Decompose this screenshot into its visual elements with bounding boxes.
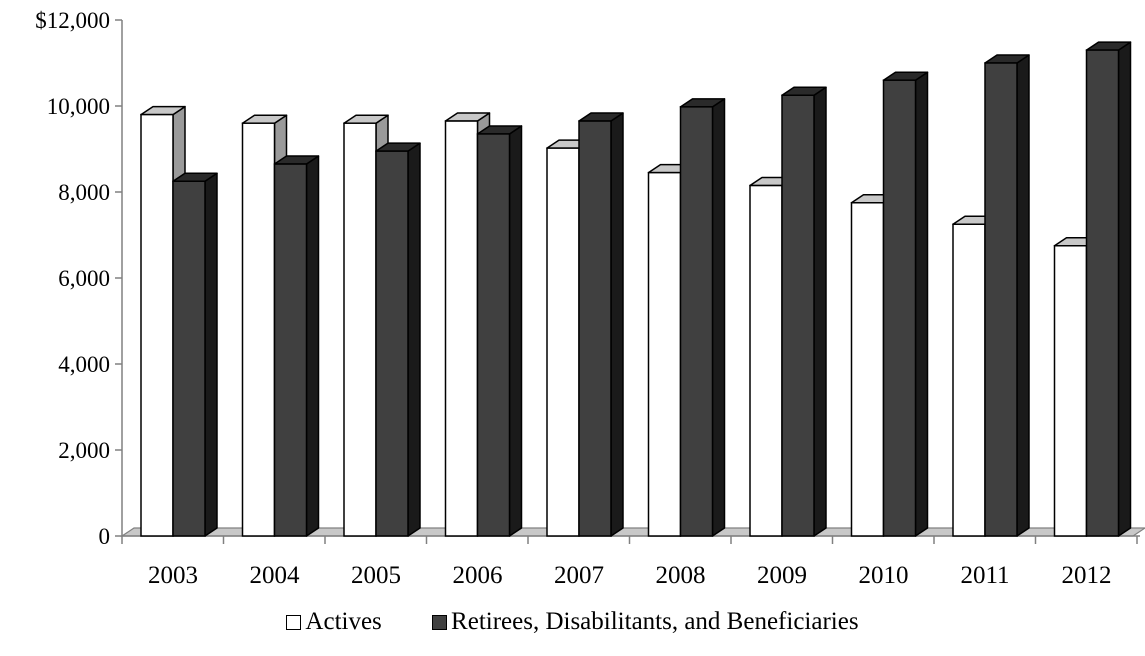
x-tick-label: 2011 (960, 562, 1009, 589)
bar-retirees (375, 142, 421, 537)
x-tick-label: 2008 (656, 562, 706, 589)
legend-label-actives: Actives (305, 608, 382, 635)
y-tick-labels: $12,000 10,000 8,000 6,000 4,000 2,000 0 (35, 8, 110, 549)
bar-retirees (1085, 41, 1132, 537)
x-tick-label: 2004 (250, 562, 301, 589)
x-tick-label: 2003 (148, 562, 198, 589)
bar-retirees (172, 172, 218, 537)
legend-item-retirees: Retirees, Disabilitants, and Beneficiari… (432, 608, 859, 636)
bar-retirees (679, 98, 726, 537)
bar-retirees (882, 71, 929, 537)
x-tick-label: 2009 (757, 562, 807, 589)
y-tick-label: $12,000 (35, 8, 110, 33)
bar-retirees (984, 54, 1030, 537)
y-tick-label: 4,000 (58, 352, 110, 377)
legend-swatch-retirees (432, 614, 448, 630)
legend-swatch-actives (286, 614, 302, 630)
x-tick-labels: 2003 2004 2005 2006 2007 2008 2009 2010 2011 2012 (148, 562, 1112, 589)
legend: Actives Retirees, Disabilitants, and Ben… (0, 608, 1145, 637)
bars (140, 41, 1132, 537)
x-tick-label: 2007 (554, 562, 604, 589)
bar-retirees (781, 86, 827, 537)
y-tick-label: 0 (99, 524, 111, 549)
bar-retirees (476, 125, 523, 537)
bar-retirees (273, 155, 320, 537)
x-tick-label: 2010 (859, 562, 909, 589)
legend-label-retirees: Retirees, Disabilitants, and Beneficiari… (451, 608, 859, 635)
x-tick-label: 2006 (453, 562, 503, 589)
x-tick-label: 2012 (1062, 562, 1112, 589)
y-tick-label: 2,000 (58, 438, 110, 463)
bar-retirees (578, 112, 624, 537)
y-tick-label: 6,000 (58, 266, 110, 291)
legend-item-actives: Actives (286, 608, 382, 636)
y-tick-label: 8,000 (58, 180, 110, 205)
y-tick-label: 10,000 (47, 94, 110, 119)
x-tick-label: 2005 (351, 562, 401, 589)
